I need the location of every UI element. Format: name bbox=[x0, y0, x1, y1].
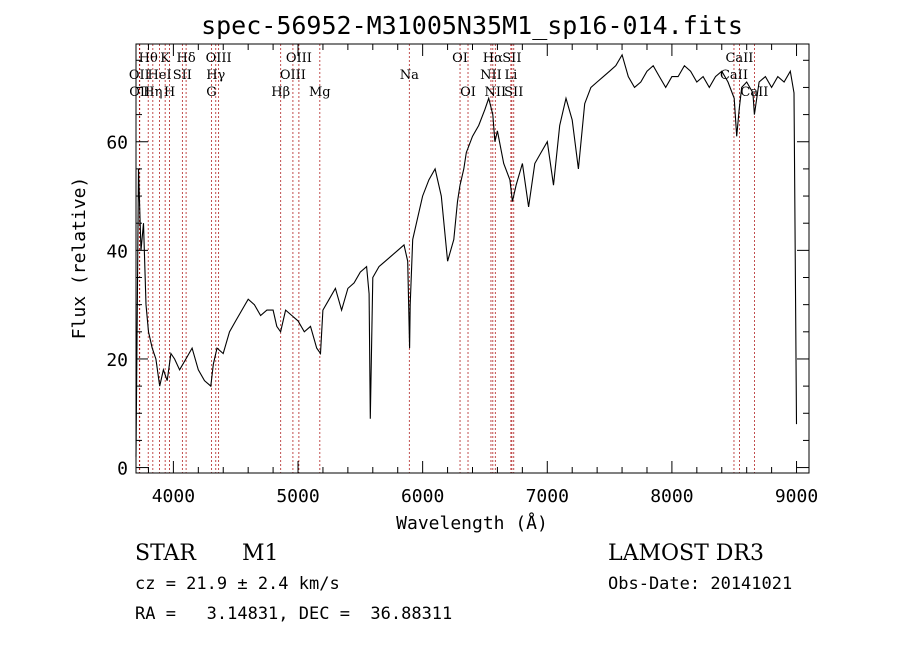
spectral-line-label: Hγ bbox=[206, 68, 225, 83]
spectral-line-label: Hβ bbox=[271, 85, 290, 100]
spectral-line-label: Hδ bbox=[177, 51, 196, 66]
spectral-line-label: OI bbox=[452, 51, 468, 66]
spectral-line-label: OI bbox=[460, 85, 476, 100]
spectral-line-label: SII bbox=[502, 51, 521, 66]
x-tick-label: 9000 bbox=[775, 486, 818, 507]
spectral-line-label: Hα bbox=[483, 51, 503, 66]
x-tick-label: 5000 bbox=[276, 486, 319, 507]
spectral-line-label: OII bbox=[129, 85, 150, 100]
y-tick-label: 60 bbox=[106, 133, 128, 154]
object-subclass: M1 bbox=[242, 541, 279, 566]
x-tick-label: 6000 bbox=[401, 486, 444, 507]
spectral-line-label: G bbox=[206, 85, 216, 100]
x-tick-label: 8000 bbox=[650, 486, 693, 507]
redshift-velocity: cz = 21.9 ± 2.4 km/s bbox=[135, 574, 340, 594]
x-axis-ticks: 4000 5000 6000 7000 8000 9000 bbox=[147, 44, 818, 507]
spectrum-series-line bbox=[135, 53, 798, 457]
spectral-line-label: CaII bbox=[725, 51, 753, 66]
spectral-line-label: Hθ bbox=[139, 51, 158, 66]
survey-name: LAMOST DR3 bbox=[608, 541, 764, 566]
y-tick-label: 0 bbox=[117, 459, 128, 480]
y-axis-ticks: 0 20 40 60 bbox=[106, 59, 809, 480]
spectral-line-label: OIII bbox=[206, 51, 232, 66]
spectral-line-label: CaII bbox=[740, 85, 768, 100]
spectral-line-label: Li bbox=[504, 68, 517, 83]
spectral-line-label: Hη bbox=[143, 85, 162, 100]
plot-frame bbox=[135, 43, 810, 474]
y-axis-label: Flux (relative) bbox=[69, 177, 90, 340]
spectral-line-label: SII bbox=[504, 85, 523, 100]
chart-title: spec-56952-M31005N35M1_sp16-014.fits bbox=[201, 11, 743, 40]
y-tick-label: 40 bbox=[106, 241, 128, 262]
spectral-line-label: OII bbox=[129, 68, 150, 83]
observation-date: Obs-Date: 20141021 bbox=[608, 574, 792, 594]
coordinates: RA = 3.14831, DEC = 36.88311 bbox=[135, 604, 452, 624]
x-tick-label: 7000 bbox=[526, 486, 569, 507]
spectral-line-label: Mg bbox=[309, 85, 331, 100]
spectral-line-label: SII bbox=[173, 68, 192, 83]
spectral-line-label: OIII bbox=[280, 68, 306, 83]
spectral-line-label: H bbox=[164, 85, 175, 100]
object-class: STAR bbox=[135, 541, 197, 566]
x-axis-label: Wavelength (Å) bbox=[396, 512, 548, 534]
spectral-line-label: Na bbox=[400, 68, 419, 83]
spectral-line-label: HeI bbox=[147, 68, 171, 83]
x-tick-label: 4000 bbox=[152, 486, 195, 507]
spectral-line-label: NII bbox=[484, 85, 506, 100]
spectral-line-label: OIII bbox=[286, 51, 312, 66]
y-tick-label: 20 bbox=[106, 350, 128, 371]
spectral-line-label: K bbox=[160, 51, 170, 66]
spectral-line-markers bbox=[138, 44, 755, 473]
spectral-line-label: NII bbox=[480, 68, 502, 83]
